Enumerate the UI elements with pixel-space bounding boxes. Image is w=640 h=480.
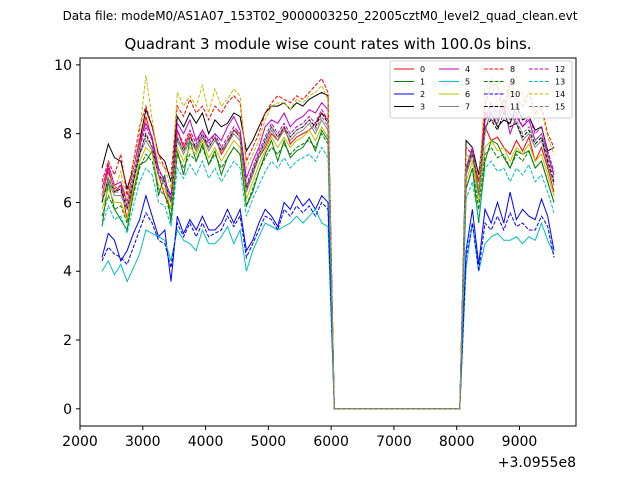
series-5-line [101,208,555,410]
legend-label-10: 10 [510,90,520,99]
x-tick-label: 3000 [125,434,161,450]
x-tick-label: 9000 [502,434,538,450]
legend-label-4: 4 [465,65,470,74]
legend-label-3: 3 [420,103,425,112]
x-tick-label: 2000 [62,434,98,450]
y-tick-label: 2 [63,333,72,349]
legend-label-11: 11 [510,103,520,112]
series-10-line [101,201,555,410]
legend-label-15: 15 [555,103,565,112]
y-tick-label: 8 [63,127,72,143]
series-14-line [101,73,555,410]
series-13-line [101,146,555,410]
legend-label-9: 9 [510,78,515,87]
legend-label-5: 5 [465,78,470,87]
y-tick-label: 0 [63,402,72,418]
y-tick-label: 4 [63,264,72,280]
y-tick-label: 6 [63,195,72,211]
series-2-line [101,191,555,410]
legend-label-2: 2 [420,90,425,99]
chart-title: Quadrant 3 module wise count rates with … [124,35,531,53]
x-axis: 2000 3000 4000 5000 6000 7000 8000 9000 [62,426,537,450]
y-axis: 0 2 4 6 8 10 [54,58,80,418]
x-tick-label: 6000 [313,434,349,450]
y-tick-label: 10 [54,58,72,74]
plot-frame [79,57,577,427]
plot-series [101,73,555,410]
series-15-line [101,104,555,410]
x-tick-label: 8000 [439,434,475,450]
x-tick-label: 5000 [251,434,287,450]
legend-label-0: 0 [420,65,425,74]
legend-label-6: 6 [465,90,470,99]
x-offset-label: +3.0955e8 [498,455,576,471]
legend-label-14: 14 [555,90,565,99]
legend-label-12: 12 [555,65,565,74]
legend-label-13: 13 [555,78,565,87]
legend-label-8: 8 [510,65,515,74]
datafile-label: Data file: modeM0/AS1A07_153T02_90000032… [63,9,578,23]
x-tick-label: 4000 [188,434,224,450]
x-tick-label: 7000 [376,434,412,450]
legend-label-1: 1 [420,78,425,87]
legend-label-7: 7 [465,103,470,112]
legend-box [389,60,573,119]
